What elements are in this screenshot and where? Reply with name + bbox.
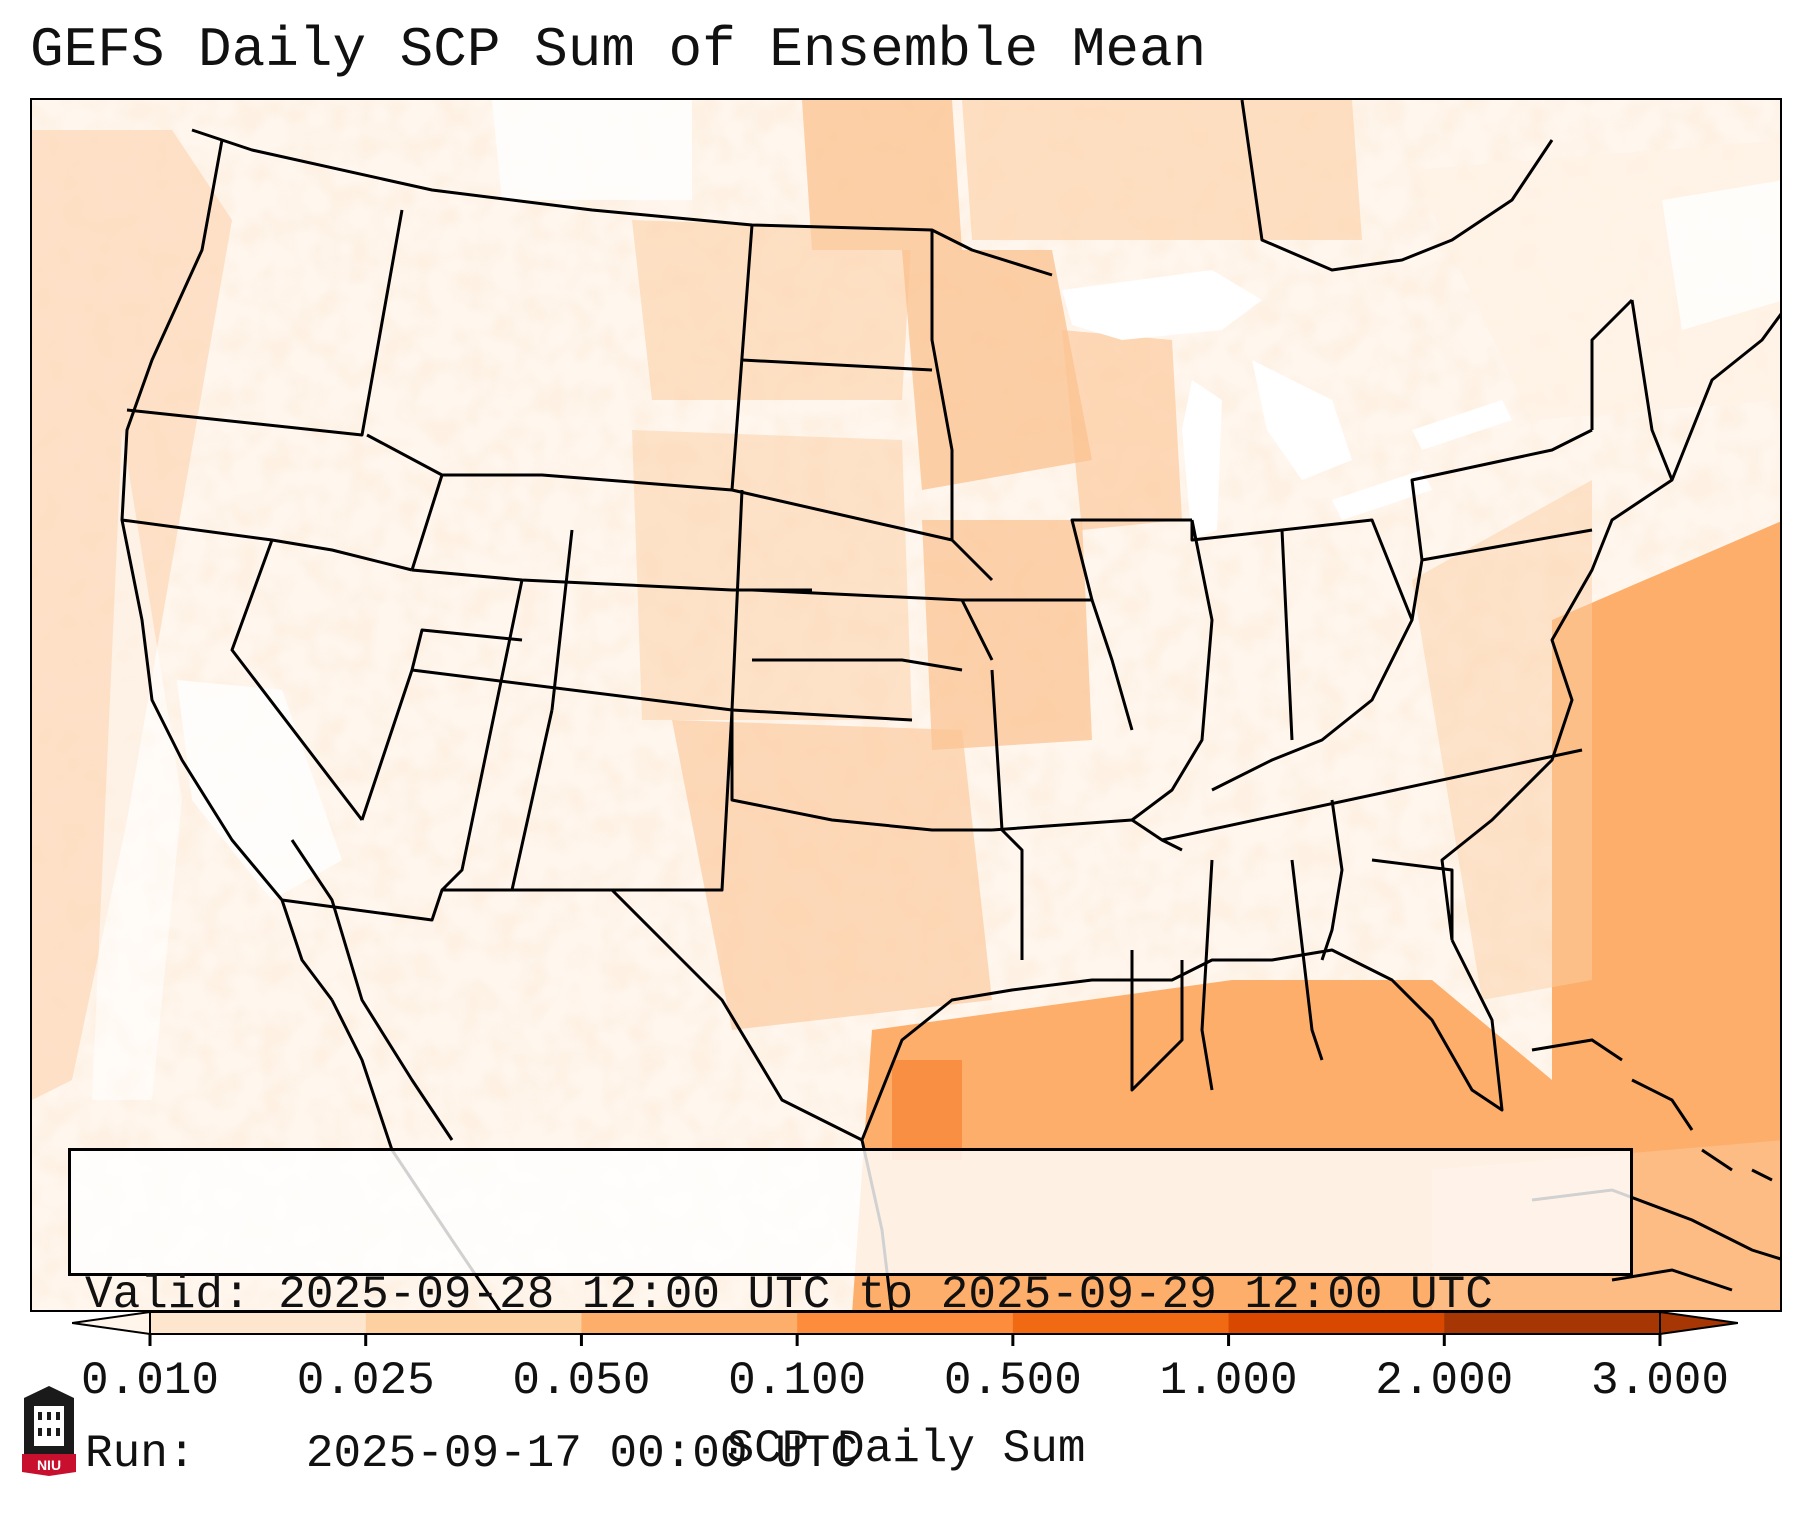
valid-run-box: Valid: 2025-09-28 12:00 UTC to 2025-09-2…: [68, 1148, 1633, 1480]
colorbar-tick-label: 0.100: [728, 1355, 867, 1407]
colorbar-tick-label: 3.000: [1590, 1355, 1730, 1407]
colorbar-segment: [1444, 1312, 1661, 1334]
map-panel: [30, 98, 1782, 1312]
boundaries: [120, 100, 1780, 1310]
colorbar-tick-label: 0.010: [80, 1355, 220, 1407]
colorbar-extend-high: [1659, 1310, 1738, 1336]
colorbar-segment: [365, 1312, 582, 1334]
colorbar-tick-label: 1.000: [1159, 1355, 1298, 1407]
colorbar-tick-label: 2.000: [1375, 1355, 1514, 1407]
colorbar-segment: [1228, 1312, 1445, 1334]
colorbar-segment: [1012, 1312, 1230, 1334]
logo-banner: [22, 1454, 76, 1476]
colorbar-segment: [581, 1312, 798, 1334]
colorbar-outline: [149, 1311, 1661, 1335]
colorbar-segment: [797, 1312, 1014, 1334]
run-value: 2025-09-17 00:00 UTC: [305, 1428, 858, 1480]
colorbar-segment: [150, 1312, 367, 1334]
logo-text: NIU: [37, 1457, 61, 1473]
colorbar-tick-label: 0.050: [512, 1355, 651, 1407]
colorbar-segments: [72, 1310, 1738, 1336]
colorbar-tick-label: 0.500: [943, 1355, 1082, 1407]
colorbar: [72, 1310, 1738, 1346]
niu-logo: NIU: [22, 1386, 76, 1476]
run-line: Run: 2025-09-17 00:00 UTC: [85, 1428, 1616, 1481]
great-lakes: [1062, 270, 1512, 540]
colorbar-extend-low: [72, 1310, 151, 1336]
map-svg: [32, 100, 1780, 1310]
run-label: Run:: [85, 1428, 196, 1480]
colorbar-label: SCP Daily Sum: [726, 1423, 1086, 1475]
colorbar-ticks: [148, 1334, 1662, 1346]
colorbar-tick-label: 0.025: [296, 1355, 435, 1407]
chart-title: GEFS Daily SCP Sum of Ensemble Mean: [30, 18, 1207, 82]
